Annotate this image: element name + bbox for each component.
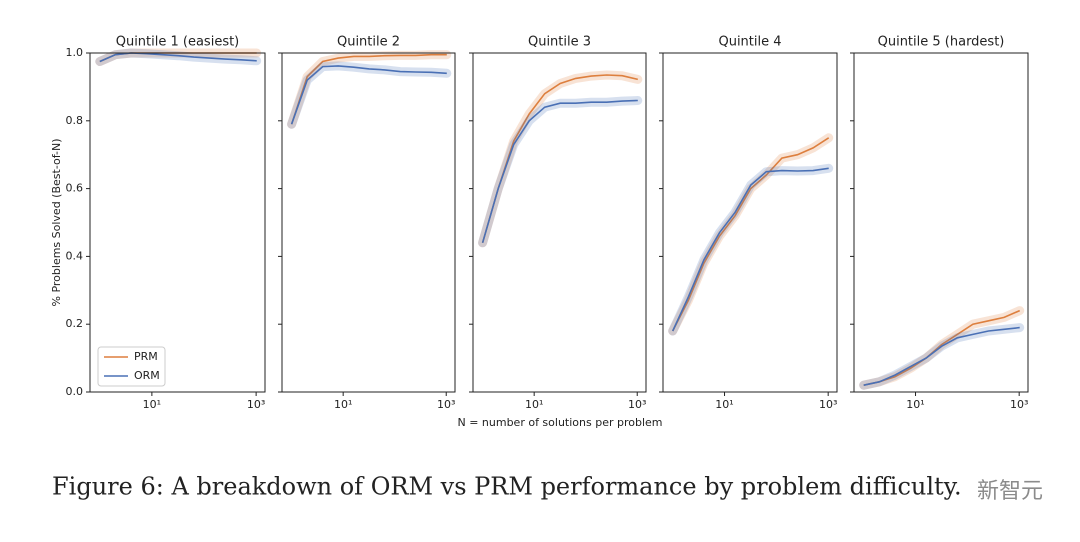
x-tick-label: 10¹ — [525, 398, 543, 411]
panel-title: Quintile 3 — [528, 35, 591, 50]
y-tick-label: 0.6 — [66, 182, 84, 195]
x-tick-label: 10³ — [247, 398, 265, 411]
series-line — [481, 99, 638, 244]
y-tick-label: 0.4 — [66, 249, 84, 262]
series-line — [863, 309, 1021, 386]
y-tick-label: 0.2 — [66, 317, 84, 330]
series-line — [671, 137, 830, 332]
series-line — [290, 53, 447, 125]
x-tick-label: 10¹ — [143, 398, 161, 411]
series-line — [99, 52, 257, 63]
legend-label: ORM — [134, 369, 160, 382]
panel-title: Quintile 2 — [337, 35, 400, 50]
plot-frame — [853, 52, 1029, 393]
y-tick-label: 0.8 — [66, 114, 84, 127]
x-tick-label: 10¹ — [906, 398, 924, 411]
x-tick-label: 10³ — [1010, 398, 1028, 411]
panel-title: Quintile 1 (easiest) — [116, 35, 240, 50]
series-line — [290, 65, 447, 125]
x-tick-label: 10³ — [628, 398, 646, 411]
legend-label: PRM — [134, 350, 158, 363]
watermark: 新智元 — [977, 479, 1043, 504]
plot-frame — [89, 52, 266, 393]
y-axis-label: % Problems Solved (Best-of-N) — [50, 139, 63, 307]
series-line — [671, 167, 829, 332]
y-tick-label: 0.0 — [66, 385, 84, 398]
x-axis-label: N = number of solutions per problem — [457, 416, 662, 429]
x-tick-label: 10¹ — [715, 398, 733, 411]
x-tick-label: 10³ — [437, 398, 455, 411]
x-tick-label: 10¹ — [334, 398, 352, 411]
caption: Figure 6: A breakdown of ORM vs PRM perf… — [52, 473, 962, 501]
plot-frame — [662, 52, 838, 393]
series-line — [863, 326, 1020, 386]
plot-frame — [472, 52, 647, 393]
panel-title: Quintile 4 — [718, 35, 781, 50]
y-tick-label: 1.0 — [66, 46, 84, 59]
plot-frame — [281, 52, 456, 393]
panel-title: Quintile 5 (hardest) — [878, 35, 1005, 50]
x-tick-label: 10³ — [819, 398, 837, 411]
